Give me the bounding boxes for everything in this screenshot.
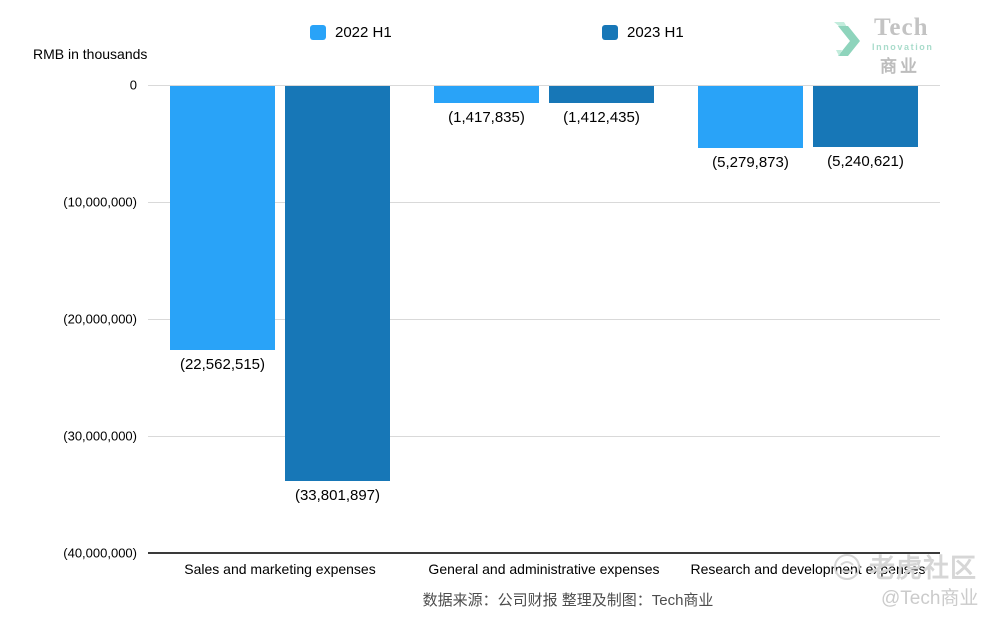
legend-label-2022h1: 2022 H1: [335, 24, 392, 41]
watermark-community-text: 老虎社区: [869, 553, 978, 583]
bar-2022h1-cat1: [434, 86, 539, 103]
bar-2022h1-cat2: [698, 86, 803, 148]
legend-swatch-2023h1-icon: [602, 25, 618, 40]
bar-2022h1-cat0: [170, 86, 275, 350]
bar-value-label-2023h1-cat0: (33,801,897): [294, 487, 381, 504]
category-label-2: Research and development expenses: [690, 561, 926, 577]
y-tick-label-1: (10,000,000): [63, 194, 137, 210]
logo-sub-text: Innovation: [872, 42, 934, 52]
y-tick-label-0: 0: [129, 77, 137, 93]
bar-value-label-2023h1-cat2: (5,240,621): [827, 153, 904, 170]
x-axis-line: [148, 552, 940, 554]
bar-2023h1-cat1: [549, 86, 654, 103]
bar-value-label-2022h1-cat0: (22,562,515): [179, 356, 266, 373]
category-label-1: General and administrative expenses: [428, 561, 660, 577]
legend-item-2023h1: 2023 H1: [602, 24, 684, 41]
bar-2023h1-cat0: [285, 86, 390, 481]
logo-chevron-icon: [834, 22, 860, 56]
gridline-1: [148, 202, 940, 203]
bar-value-label-2022h1-cat2: (5,279,873): [712, 154, 789, 171]
watermark-tiger-icon: [834, 553, 860, 580]
watermark-handle-text: @Tech商业: [881, 588, 979, 609]
brand-logo: Tech Innovation 商业: [828, 8, 978, 76]
legend-label-2023h1: 2023 H1: [627, 24, 684, 41]
y-tick-label-4: (40,000,000): [63, 545, 137, 561]
y-tick-label-3: (30,000,000): [63, 428, 137, 444]
bar-value-label-2022h1-cat1: (1,417,835): [448, 109, 525, 126]
legend-swatch-2022h1-icon: [310, 25, 326, 40]
logo-brand-text: Tech: [874, 14, 929, 41]
category-label-0: Sales and marketing expenses: [184, 561, 376, 577]
bar-value-label-2023h1-cat1: (1,412,435): [563, 109, 640, 126]
legend-item-2022h1: 2022 H1: [310, 24, 392, 41]
bar-2023h1-cat2: [813, 86, 918, 147]
source-note: 数据来源：公司财报 整理及制图：Tech商业: [422, 592, 714, 609]
y-tick-label-2: (20,000,000): [63, 311, 137, 327]
logo-cn-text: 商业: [880, 57, 920, 76]
gridline-3: [148, 436, 940, 437]
gridline-2: [148, 319, 940, 320]
gridline-0: [148, 85, 940, 86]
axis-units-label: RMB in thousands: [33, 46, 148, 62]
